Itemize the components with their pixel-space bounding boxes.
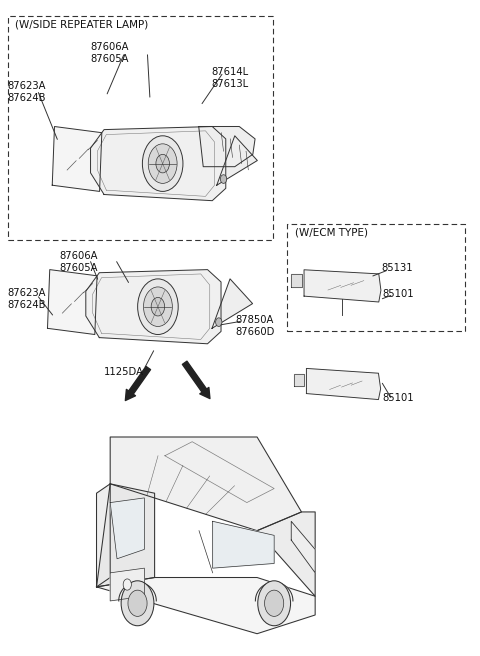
Circle shape	[216, 318, 222, 327]
Polygon shape	[257, 512, 315, 596]
Bar	[8, 16, 273, 240]
Circle shape	[143, 136, 183, 192]
Polygon shape	[52, 127, 102, 192]
Text: 87850A
87660D: 87850A 87660D	[235, 315, 275, 337]
Polygon shape	[48, 270, 97, 335]
FancyArrowPatch shape	[182, 361, 210, 399]
Text: 1125DA: 1125DA	[104, 367, 144, 377]
Text: 87606A
87605A: 87606A 87605A	[60, 251, 98, 274]
Polygon shape	[291, 522, 315, 573]
Circle shape	[264, 590, 284, 617]
Circle shape	[121, 581, 154, 626]
Text: 85101: 85101	[383, 393, 414, 403]
Polygon shape	[304, 270, 381, 302]
Polygon shape	[91, 127, 226, 201]
Circle shape	[156, 154, 169, 173]
Polygon shape	[294, 375, 304, 386]
Polygon shape	[96, 484, 155, 587]
Polygon shape	[213, 522, 274, 568]
Text: 87623A
87624B: 87623A 87624B	[8, 81, 46, 103]
Polygon shape	[110, 568, 144, 601]
Polygon shape	[110, 498, 144, 559]
Text: 87614L
87613L: 87614L 87613L	[212, 66, 249, 89]
Text: 85101: 85101	[383, 289, 414, 299]
Circle shape	[128, 590, 147, 617]
Circle shape	[220, 174, 227, 184]
Circle shape	[138, 279, 178, 335]
Circle shape	[148, 144, 177, 184]
Text: (W/ECM TYPE): (W/ECM TYPE)	[295, 227, 368, 237]
Polygon shape	[199, 127, 255, 167]
Text: (W/SIDE REPEATER LAMP): (W/SIDE REPEATER LAMP)	[14, 19, 148, 29]
Polygon shape	[291, 274, 302, 287]
Circle shape	[123, 579, 132, 590]
Circle shape	[258, 581, 290, 626]
Polygon shape	[110, 437, 301, 531]
Polygon shape	[217, 136, 257, 185]
Polygon shape	[212, 279, 252, 328]
FancyArrowPatch shape	[125, 367, 151, 401]
Text: 87623A
87624B: 87623A 87624B	[8, 288, 46, 310]
Circle shape	[144, 287, 172, 327]
Bar	[288, 224, 466, 331]
Text: 85131: 85131	[382, 263, 413, 273]
Text: 87606A
87605A: 87606A 87605A	[90, 42, 129, 64]
Circle shape	[151, 297, 165, 316]
Polygon shape	[96, 484, 110, 587]
Polygon shape	[306, 369, 381, 400]
Polygon shape	[86, 270, 221, 344]
Polygon shape	[96, 577, 315, 634]
